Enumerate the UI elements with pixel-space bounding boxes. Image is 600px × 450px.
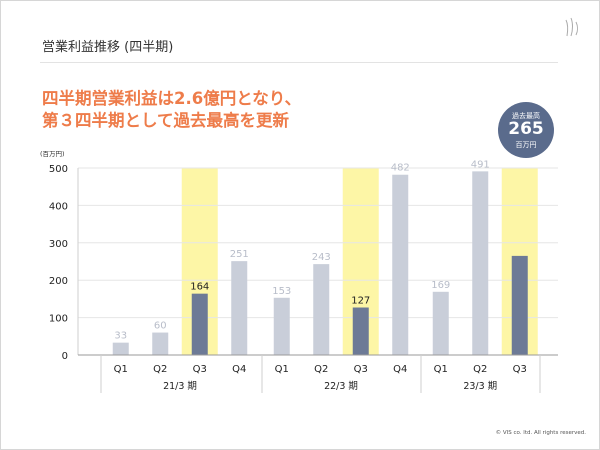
- y-axis-unit-label: (百万円): [40, 150, 65, 158]
- y-tick-label: 0: [62, 351, 68, 362]
- x-tick-label: Q3: [354, 364, 368, 375]
- bar-21/3 期-Q3: [191, 293, 208, 355]
- bar-22/3 期-Q3: [352, 307, 369, 355]
- bar-value-label: 482: [391, 163, 410, 174]
- bar-23/3 期-Q1: [432, 291, 449, 355]
- bar-value-label: 491: [471, 159, 490, 170]
- bar-21/3 期-Q1: [112, 342, 129, 355]
- bar-22/3 期-Q4: [392, 174, 409, 355]
- copyright: © VIS co. ltd. All rights reserved.: [495, 430, 586, 436]
- x-tick-label: Q2: [314, 364, 328, 375]
- headline-line-1: 四半期営業利益は2.6億円となり、: [42, 89, 302, 108]
- slide-title: 営業利益推移 (四半期): [42, 40, 174, 55]
- bar-value-label: 164: [190, 282, 209, 293]
- x-tick-label: Q2: [153, 364, 167, 375]
- badge-label: 過去最高: [512, 112, 540, 120]
- group-label: 21/3 期: [163, 381, 197, 392]
- x-tick-label: Q4: [393, 364, 407, 375]
- headline: 四半期営業利益は2.6億円となり、 第３四半期として過去最高を更新: [42, 88, 301, 132]
- title-divider: [40, 62, 558, 63]
- group-label: 22/3 期: [324, 381, 358, 392]
- bar-value-label: 33: [114, 331, 127, 342]
- group-label: 23/3 期: [463, 381, 497, 392]
- y-tick-label: 100: [49, 314, 68, 325]
- x-tick-label: Q3: [513, 364, 527, 375]
- bar-21/3 期-Q4: [231, 261, 248, 355]
- x-tick-label: Q1: [434, 364, 448, 375]
- x-tick-label: Q1: [114, 364, 128, 375]
- headline-line-2: 第３四半期として過去最高を更新: [42, 111, 290, 130]
- bar-value-label: 169: [431, 280, 450, 291]
- bar-value-label: 127: [351, 296, 370, 307]
- x-tick-label: Q1: [275, 364, 289, 375]
- y-tick-label: 200: [49, 276, 68, 287]
- bar-value-label: 153: [272, 286, 291, 297]
- company-logo-icon: [565, 17, 578, 37]
- x-tick-label: Q4: [232, 364, 246, 375]
- y-tick-label: 300: [49, 239, 68, 250]
- bar-22/3 期-Q1: [273, 297, 290, 355]
- badge-unit: 百万円: [515, 141, 537, 149]
- record-high-badge: 過去最高 265 百万円: [498, 102, 554, 158]
- badge-value: 265: [508, 119, 544, 139]
- bar-value-label: 243: [312, 252, 331, 263]
- bar-value-label: 251: [230, 249, 249, 260]
- x-tick-label: Q2: [473, 364, 487, 375]
- y-tick-label: 500: [49, 164, 68, 175]
- y-tick-label: 400: [49, 201, 68, 212]
- x-tick-label: Q3: [193, 364, 207, 375]
- bar-21/3 期-Q2: [152, 332, 169, 355]
- bar-23/3 期-Q3: [511, 255, 528, 355]
- bar-22/3 期-Q2: [313, 264, 330, 355]
- bar-value-label: 60: [154, 321, 167, 332]
- bar-23/3 期-Q2: [472, 171, 489, 355]
